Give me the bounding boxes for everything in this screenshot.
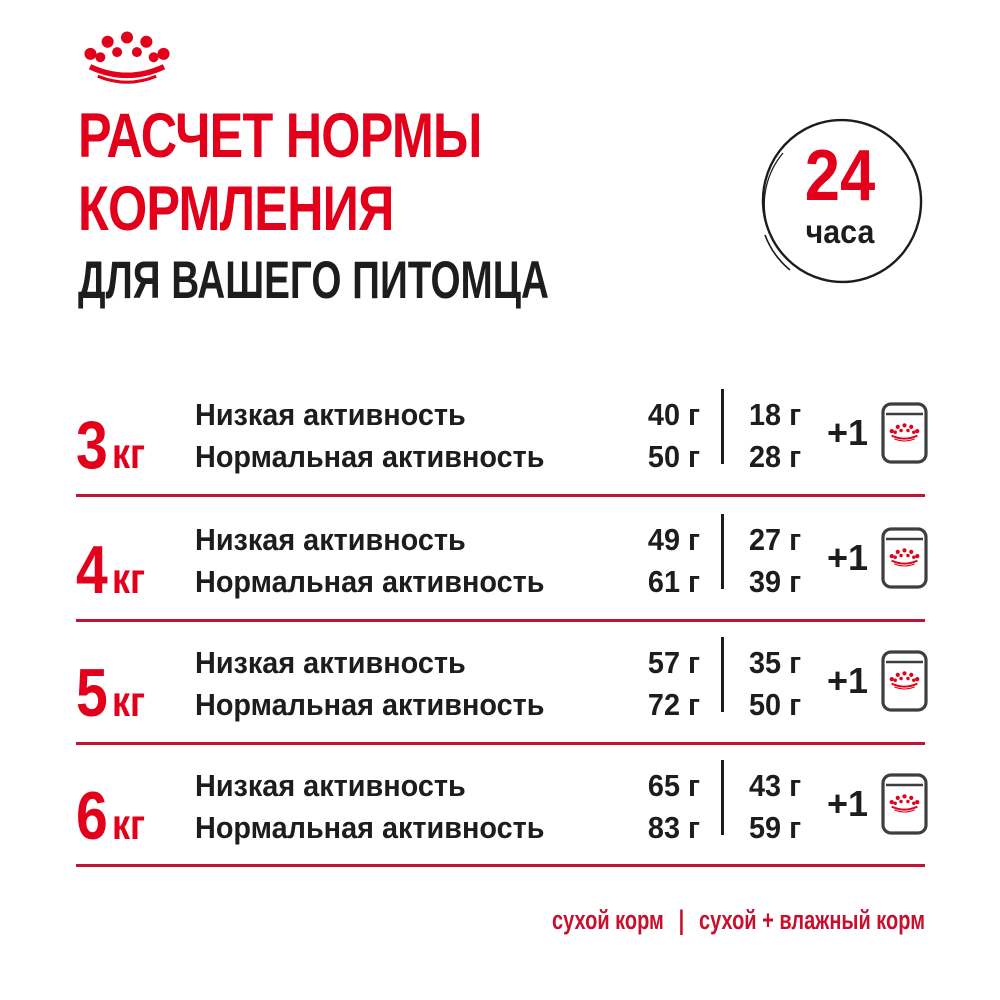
plus-one-label: +1	[827, 660, 869, 701]
hours-badge: 24 часа	[756, 117, 924, 285]
mixed-value-normal: 28 г	[749, 439, 802, 474]
row-divider	[76, 619, 925, 622]
dry-values: 49 г 61 г	[530, 519, 700, 603]
legend-separator: |	[678, 905, 685, 935]
mixed-values: 18 г 28 г	[749, 394, 889, 478]
activity-normal-label: Нормальная активность	[195, 810, 545, 845]
plus-one-label: +1	[827, 537, 869, 578]
weight-label: 5 кг	[76, 655, 146, 734]
activity-labels: Низкая активность Нормальная активность	[195, 642, 571, 726]
mixed-values: 27 г 39 г	[749, 519, 889, 603]
wet-food-pouch-icon	[881, 650, 928, 712]
weight-unit: кг	[111, 678, 146, 726]
column-divider	[721, 389, 724, 464]
weight-label: 6 кг	[76, 778, 146, 857]
activity-labels: Низкая активность Нормальная активность	[195, 765, 571, 849]
dry-value-normal: 72 г	[647, 687, 700, 722]
weight-unit: кг	[111, 555, 146, 603]
activity-low-label: Низкая активность	[195, 522, 466, 557]
mixed-values: 35 г 50 г	[749, 642, 889, 726]
mixed-value-normal: 50 г	[749, 687, 802, 722]
dry-value-low: 65 г	[647, 768, 700, 803]
column-divider	[721, 514, 724, 589]
mixed-value-low: 35 г	[749, 645, 802, 680]
page-title-line1: РАСЧЕТ НОРМЫ	[78, 101, 482, 171]
dry-values: 57 г 72 г	[530, 642, 700, 726]
activity-normal-label: Нормальная активность	[195, 564, 545, 599]
mixed-value-low: 43 г	[749, 768, 802, 803]
mixed-values: 43 г 59 г	[749, 765, 889, 849]
weight-value: 3	[76, 407, 108, 483]
weight-label: 3 кг	[76, 407, 146, 486]
mixed-value-low: 18 г	[749, 397, 802, 432]
weight-value: 6	[76, 778, 108, 854]
dry-value-low: 40 г	[647, 397, 700, 432]
weight-unit: кг	[111, 801, 146, 849]
legend: сухой корм | сухой + влажный корм	[552, 905, 925, 936]
dry-values: 65 г 83 г	[530, 765, 700, 849]
dry-value-normal: 50 г	[647, 439, 700, 474]
plus-one-label: +1	[827, 412, 869, 453]
page-subtitle: ДЛЯ ВАШЕГО ПИТОМЦА	[78, 251, 549, 310]
plus-one-label: +1	[827, 783, 869, 824]
weight-value: 5	[76, 655, 108, 731]
activity-labels: Низкая активность Нормальная активность	[195, 394, 571, 478]
activity-normal-label: Нормальная активность	[195, 687, 545, 722]
column-divider	[721, 637, 724, 712]
row-divider	[76, 864, 925, 867]
weight-label: 4 кг	[76, 532, 146, 611]
weight-unit: кг	[111, 430, 146, 478]
table-row: 6 кг Низкая активность Нормальная активн…	[75, 760, 928, 865]
legend-mixed-label: сухой + влажный корм	[699, 905, 925, 935]
mixed-value-low: 27 г	[749, 522, 802, 557]
mixed-value-normal: 39 г	[749, 564, 802, 599]
activity-labels: Низкая активность Нормальная активность	[195, 519, 571, 603]
page-title: РАСЧЕТ НОРМЫ КОРМЛЕНИЯ	[78, 100, 582, 246]
mixed-value-normal: 59 г	[749, 810, 802, 845]
legend-dry-label: сухой корм	[552, 905, 664, 935]
badge-unit: часа	[805, 213, 875, 250]
table-row: 4 кг Низкая активность Нормальная активн…	[75, 514, 928, 619]
row-divider	[76, 494, 925, 497]
activity-normal-label: Нормальная активность	[195, 439, 545, 474]
wet-food-pouch-icon	[881, 402, 928, 464]
badge-value: 24	[804, 136, 876, 216]
dry-value-normal: 61 г	[647, 564, 700, 599]
dry-values: 40 г 50 г	[530, 394, 700, 478]
dry-value-normal: 83 г	[647, 810, 700, 845]
table-row: 3 кг Низкая активность Нормальная активн…	[75, 389, 928, 494]
activity-low-label: Низкая активность	[195, 397, 466, 432]
column-divider	[721, 760, 724, 835]
weight-value: 4	[76, 532, 108, 608]
page-title-line2: КОРМЛЕНИЯ	[78, 174, 394, 244]
dry-value-low: 49 г	[647, 522, 700, 557]
activity-low-label: Низкая активность	[195, 645, 466, 680]
hand-drawn-circle-icon	[761, 118, 923, 284]
table-row: 5 кг Низкая активность Нормальная активн…	[75, 637, 928, 742]
royal-canin-crown-icon	[84, 30, 170, 88]
wet-food-pouch-icon	[881, 527, 928, 589]
row-divider	[76, 742, 925, 745]
wet-food-pouch-icon	[881, 773, 928, 835]
dry-value-low: 57 г	[647, 645, 700, 680]
activity-low-label: Низкая активность	[195, 768, 466, 803]
